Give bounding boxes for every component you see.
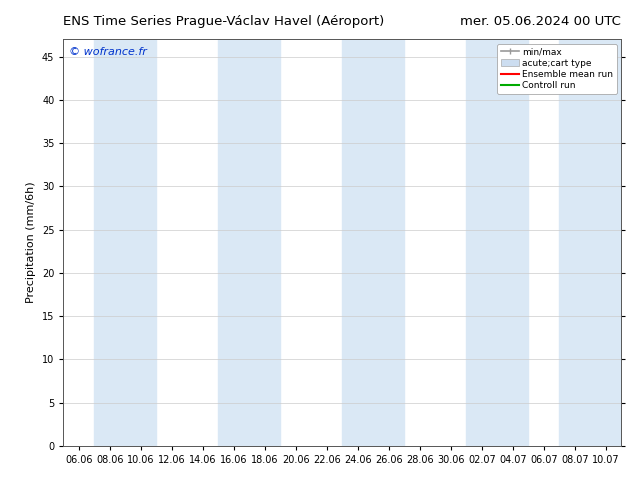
Legend: min/max, acute;cart type, Ensemble mean run, Controll run: min/max, acute;cart type, Ensemble mean … [497, 44, 617, 94]
Text: © wofrance.fr: © wofrance.fr [69, 48, 147, 57]
Bar [94, 39, 157, 446]
Y-axis label: Precipitation (mm/6h): Precipitation (mm/6h) [27, 182, 36, 303]
Bar [559, 39, 621, 446]
Bar [467, 39, 528, 446]
Text: mer. 05.06.2024 00 UTC: mer. 05.06.2024 00 UTC [460, 15, 621, 28]
Bar [342, 39, 404, 446]
Text: ENS Time Series Prague-Václav Havel (Aéroport): ENS Time Series Prague-Václav Havel (Aér… [63, 15, 385, 28]
Bar [218, 39, 280, 446]
